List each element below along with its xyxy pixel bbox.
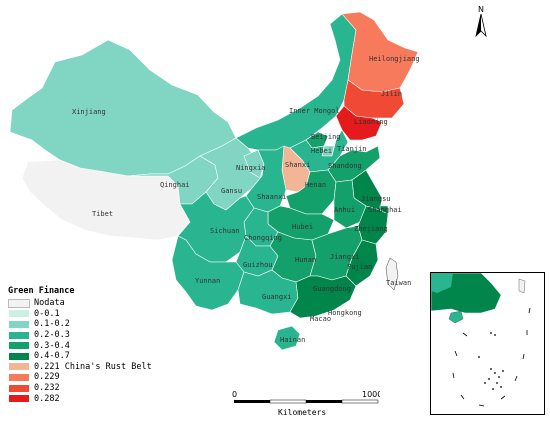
label-guangdong: Guangdong: [313, 285, 351, 293]
legend-item: Nodata: [8, 298, 178, 309]
label-shanghai: Shanghai: [368, 206, 402, 214]
label-hebei: Hebei: [311, 147, 332, 155]
region-fujian: [345, 239, 379, 287]
north-arrow-icon: N: [475, 5, 487, 38]
legend-label: 0.221 China's Rust Belt: [34, 361, 152, 372]
label-sichuan: Sichuan: [210, 227, 240, 235]
label-shanxi: Shanxi: [285, 161, 310, 169]
label-guangxi: Guangxi: [262, 293, 292, 301]
region-inner-mongol: [235, 11, 359, 151]
label-zhejiang: Zhejiang: [354, 225, 388, 233]
legend-item: 0.4-0.7: [8, 351, 178, 362]
legend-item: 0.2-0.3: [8, 330, 178, 341]
legend-swatch: [8, 309, 30, 319]
legend-item: 0.229: [8, 372, 178, 383]
legend-items: Nodata 0-0.1 0.1-0.2 0.2-0.3 0.3-0.4 0.4-0.7 0…: [8, 298, 178, 404]
region-heilongjiang: [341, 11, 419, 93]
scale-segment-4: [341, 399, 379, 404]
label-anhui: Anhui: [334, 206, 355, 214]
legend: Green Finance Nodata 0-0.1 0.1-0.2 0.2-0.3 0…: [8, 286, 178, 404]
legend-label: 0.232: [34, 383, 60, 394]
scale-end-label: 1000: [362, 390, 380, 399]
label-beijing: Beijing: [311, 133, 341, 141]
label-guizhou: Guizhou: [243, 261, 273, 269]
label-fujian: Fujian: [347, 263, 372, 271]
inset-islands: [478, 332, 504, 390]
legend-swatch: [8, 362, 30, 372]
label-xinjiang: Xinjiang: [72, 108, 106, 116]
scale-segment-3: [306, 400, 342, 403]
label-yunnan: Yunnan: [195, 277, 220, 285]
legend-label: 0.1-0.2: [34, 319, 70, 330]
label-hubei: Hubei: [292, 223, 313, 231]
legend-item: 0.3-0.4: [8, 340, 178, 351]
region-liaoning: [335, 105, 383, 141]
label-inner-mongol: Inner Mongol: [289, 107, 340, 115]
label-jiangxi: Jiangxi: [330, 253, 360, 261]
legend-item: 0.232: [8, 383, 178, 394]
label-heilongjiang: Heilongjiang: [369, 55, 420, 63]
label-macao: Macao: [310, 315, 331, 323]
legend-label: 0.2-0.3: [34, 330, 70, 341]
legend-swatch: [8, 298, 30, 308]
legend-label: 0.4-0.7: [34, 351, 70, 362]
scale-segment-1: [234, 400, 270, 403]
south-china-sea-inset: [430, 272, 545, 415]
label-shaanxi: Shaanxi: [257, 193, 287, 201]
legend-item: 0.282: [8, 393, 178, 404]
label-tianjin: Tianjin: [337, 145, 367, 153]
legend-label: Nodata: [34, 298, 65, 309]
scale-segment-2: [269, 399, 307, 404]
scale-unit-label: Kilometers: [278, 408, 326, 417]
inset-taiwan: [518, 278, 526, 294]
label-hongkong: Hongkong: [328, 309, 362, 317]
region-guangdong: [289, 275, 357, 319]
label-jilin: Jilin: [381, 90, 402, 98]
legend-swatch: [8, 372, 30, 382]
legend-label: 0-0.1: [34, 308, 60, 319]
legend-item: 0.1-0.2: [8, 319, 178, 330]
legend-label: 0.3-0.4: [34, 340, 70, 351]
north-label: N: [478, 5, 484, 14]
legend-swatch: [8, 394, 30, 404]
inset-hainan: [448, 310, 464, 324]
legend-swatch: [8, 383, 30, 393]
label-hunan: Hunan: [295, 256, 316, 264]
legend-swatch: [8, 319, 30, 329]
legend-label: 0.282: [34, 393, 60, 404]
inset-guangxi: [431, 273, 453, 293]
region-hainan: [273, 325, 301, 351]
label-henan: Henan: [305, 181, 326, 189]
legend-swatch: [8, 341, 30, 351]
label-jiangsu: Jiangsu: [361, 195, 391, 203]
label-gansu: Gansu: [221, 187, 242, 195]
label-hainan: Hainan: [280, 336, 305, 344]
inset-nine-dash-line: [452, 307, 531, 407]
label-liaoning: Liaoning: [354, 118, 388, 126]
label-qinghai: Qinghai: [160, 181, 190, 189]
label-shandong: Shandong: [328, 162, 362, 170]
legend-swatch: [8, 351, 30, 361]
label-ningxia: Ningxia: [236, 164, 266, 172]
legend-item: 0-0.1: [8, 309, 178, 320]
scale-start-label: 0: [232, 390, 237, 399]
legend-title: Green Finance: [8, 286, 75, 296]
legend-item: 0.221 China's Rust Belt: [8, 362, 178, 373]
legend-label: 0.229: [34, 372, 60, 383]
region-taiwan: [385, 257, 399, 291]
region-jilin: [343, 79, 405, 119]
scale-bar: 0 1000 Kilometers: [230, 388, 382, 418]
region-ningxia: [243, 149, 265, 179]
legend-swatch: [8, 330, 30, 340]
label-taiwan: Taiwan: [386, 279, 411, 287]
label-chongqing: Chongqing: [244, 234, 282, 242]
label-tibet: Tibet: [92, 210, 113, 218]
